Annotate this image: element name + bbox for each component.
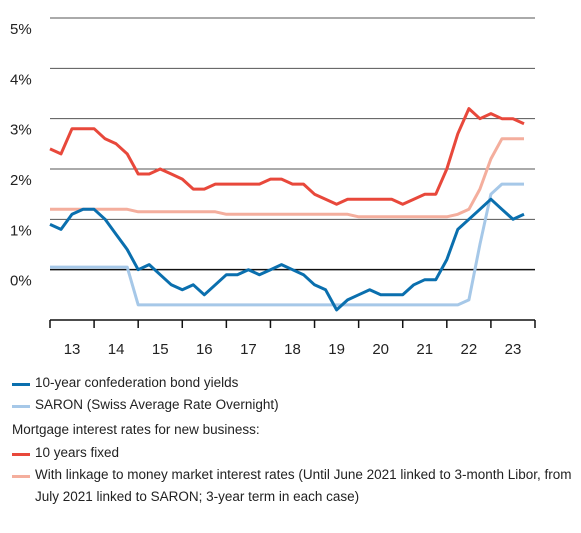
- legend-item: SARON (Swiss Average Rate Overnight): [12, 394, 572, 416]
- legend-swatch: [12, 475, 30, 478]
- legend-item: 10 years fixed: [12, 442, 572, 464]
- series-line: [49, 197, 525, 312]
- y-tick-label: 0%: [10, 273, 32, 290]
- y-tick-label: 3%: [10, 122, 32, 139]
- x-tick-label: 17: [240, 341, 257, 358]
- legend: 10-year confederation bond yields SARON (…: [12, 372, 572, 508]
- x-tick-label: 15: [152, 341, 169, 358]
- y-tick-label: 2%: [10, 172, 32, 189]
- x-tick-label: 16: [196, 341, 213, 358]
- legend-label: SARON (Swiss Average Rate Overnight): [35, 397, 279, 412]
- x-tick-label: 14: [108, 341, 125, 358]
- x-tick-label: 22: [461, 341, 478, 358]
- chart: 0% 1% 2% 3% 4% 5% 13 14 15 16 17 18 19 20 21 22 23: [10, 17, 536, 358]
- y-tick-label: 4%: [10, 71, 32, 88]
- x-tick-label: 21: [416, 341, 433, 358]
- legend-item: With linkage to money market interest ra…: [12, 464, 572, 508]
- legend-label: 10 years fixed: [35, 445, 120, 460]
- series-line: [50, 137, 524, 219]
- legend-swatch: [12, 383, 30, 386]
- series-line: [50, 182, 524, 307]
- x-tick-label: 13: [64, 341, 81, 358]
- legend-item: 10-year confederation bond yields: [12, 372, 572, 394]
- x-tick-label: 18: [284, 341, 301, 358]
- legend-header: Mortgage interest rates for new business…: [12, 422, 260, 437]
- y-tick-label: 1%: [10, 222, 32, 239]
- legend-label: With linkage to money market interest ra…: [35, 467, 572, 504]
- x-tick-label: 20: [372, 341, 389, 358]
- y-tick-label: 5%: [10, 21, 32, 38]
- x-tick-label: 19: [328, 341, 345, 358]
- legend-swatch: [12, 453, 30, 456]
- legend-label: 10-year confederation bond yields: [35, 375, 239, 390]
- legend-swatch: [12, 405, 30, 408]
- series-line: [49, 107, 525, 206]
- x-tick-label: 23: [505, 341, 522, 358]
